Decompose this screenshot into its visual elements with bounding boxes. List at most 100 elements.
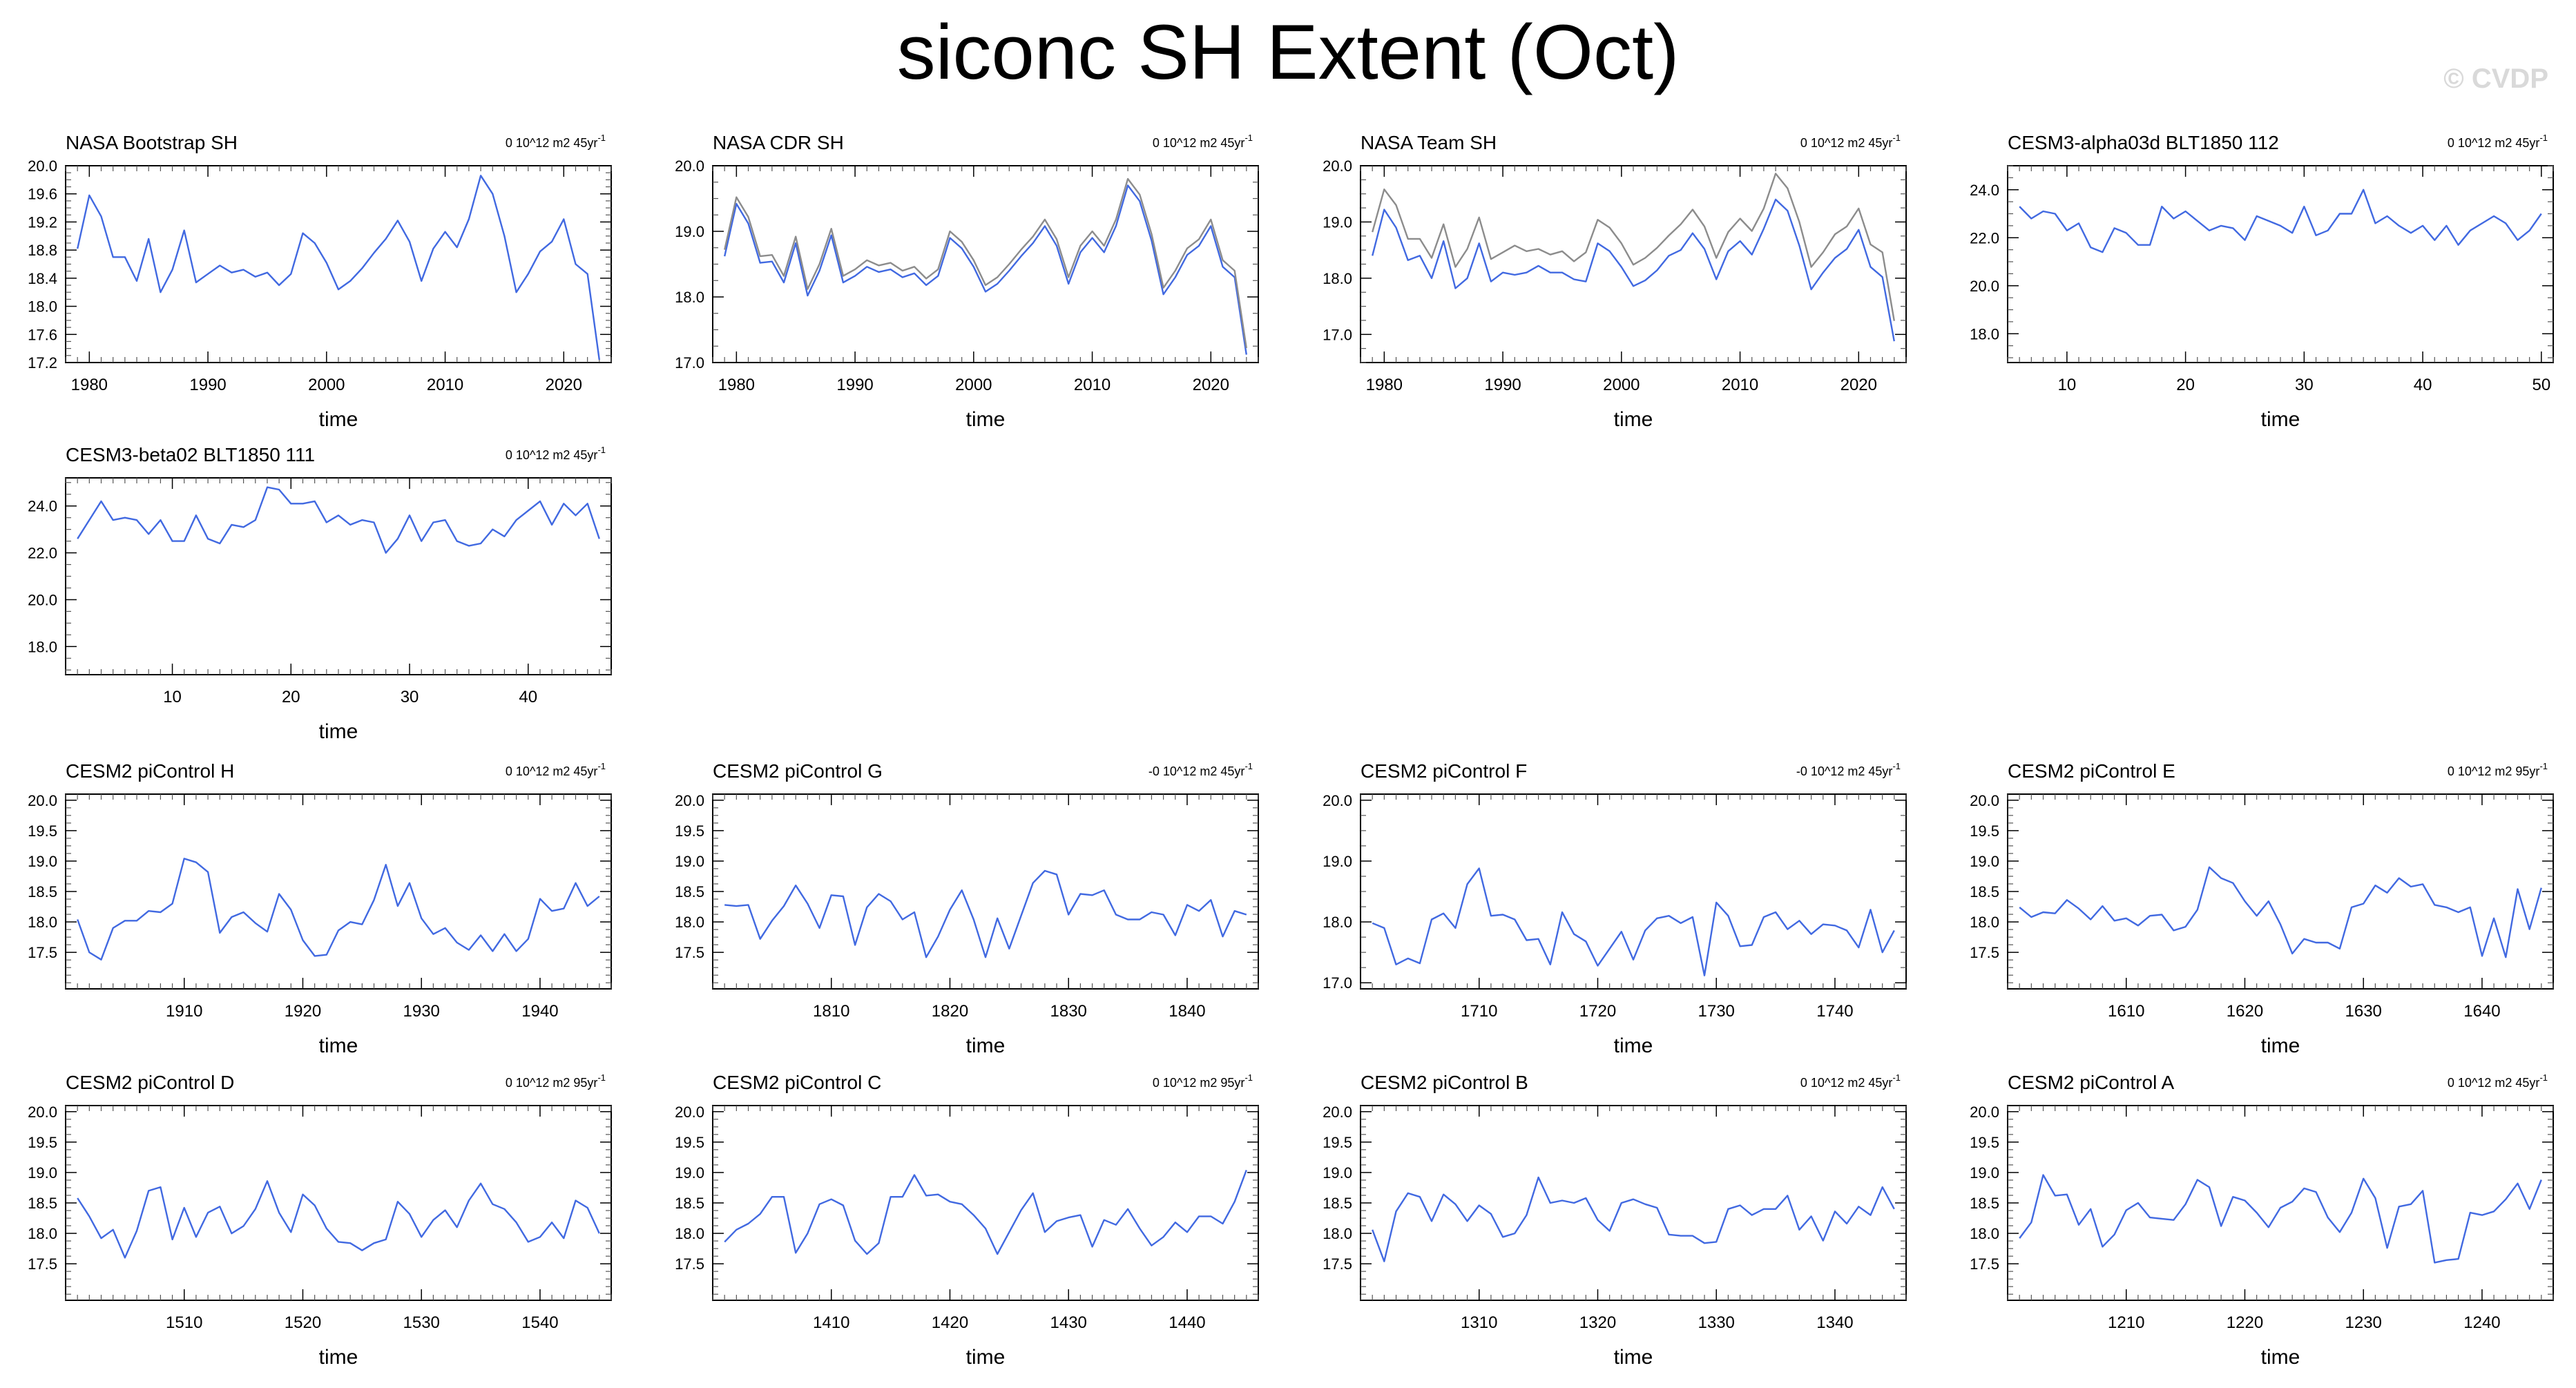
chart-panel: NASA CDR SH 0 10^12 m2 45yr-1 1980 1990 2000… [675,132,1259,431]
chart-panel: CESM2 piControl G -0 10^12 m2 45yr-1 1810 1… [675,760,1259,1057]
chart-panel: CESM2 piControl A 0 10^12 m2 45yr-1 1210 12… [1970,1072,2554,1369]
plot-frame [2007,1105,2554,1301]
x-tick-label: 1990 [189,376,226,394]
chart-panel: CESM3-beta02 BLT1850 111 0 10^12 m2 45yr-… [28,444,612,743]
chart-panel: CESM2 piControl D 0 10^12 m2 95yr-1 1510 15… [28,1072,612,1369]
series-line [1372,1176,1895,1262]
plot-frame [712,1105,1259,1301]
series-line [77,858,600,961]
y-tick-label: 18.0 [1970,914,1999,931]
x-axis-label: time [2261,1346,2300,1369]
y-tick-label: 22.0 [1970,229,1999,247]
annotation-text: 0 10^12 m2 45yr [1153,136,1245,150]
y-tick-label: 18.0 [1323,914,1352,931]
annotation-text: 0 10^12 m2 45yr [506,448,598,462]
y-tick-label: 19.0 [1323,213,1352,231]
panel-annotation: 0 10^12 m2 95yr-1 [2448,761,2548,778]
watermark: © CVDP [2443,64,2548,94]
annotation-superscript: -1 [2539,1072,2548,1083]
plot-frame [712,793,1259,990]
annotation-superscript: -1 [1892,1072,1901,1083]
annotation-text: 0 10^12 m2 95yr [506,1076,598,1090]
panel-title: CESM2 piControl A [2008,1072,2175,1093]
panel-annotation: 0 10^12 m2 45yr-1 [1800,133,1901,150]
y-tick-label: 19.0 [675,223,704,240]
series-line [77,486,600,554]
plot-frame [65,165,612,363]
plot-frame [712,165,1259,363]
x-tick-label: 1810 [813,1002,849,1021]
y-tick-label: 18.0 [1970,1225,1999,1242]
x-axis-label: time [1614,1034,1653,1057]
annotation-text: 0 10^12 m2 45yr [2448,1076,2540,1090]
x-tick-label: 1310 [1461,1313,1497,1332]
y-tick-label: 17.2 [28,354,57,372]
y-tick-label: 18.0 [675,289,704,306]
y-tick-label: 20.0 [1323,792,1352,809]
series-line [1372,173,1895,321]
x-axis-label: time [966,1034,1006,1057]
series-line [2019,1174,2542,1264]
x-tick-label: 1740 [1816,1002,1853,1021]
x-tick-label: 1440 [1169,1313,1205,1332]
x-tick-label: 1410 [813,1313,849,1332]
panel-title: CESM2 piControl H [66,760,234,782]
x-tick-label: 2000 [1603,376,1640,394]
x-tick-label: 1720 [1579,1002,1616,1021]
x-tick-label: 1230 [2345,1313,2382,1332]
annotation-text: 0 10^12 m2 45yr [506,136,598,150]
series-line [1372,198,1895,342]
x-tick-label: 1420 [932,1313,968,1332]
x-axis-label: time [1614,1346,1653,1369]
plot-frame [1360,1105,1907,1301]
y-tick-label: 17.5 [28,944,57,961]
chart-panel: NASA Team SH 0 10^12 m2 45yr-1 1980 1990 200… [1323,132,1907,431]
y-tick-label: 20.0 [1323,1103,1352,1121]
plot-frame [65,477,612,675]
chart-panel: CESM2 piControl C 0 10^12 m2 95yr-1 1410 14… [675,1072,1259,1369]
x-tick-label: 2020 [546,376,582,394]
y-tick-label: 20.0 [675,157,704,175]
x-tick-label: 1240 [2463,1313,2500,1332]
x-tick-label: 1990 [836,376,873,394]
y-tick-label: 18.0 [675,914,704,931]
panel-annotation: -0 10^12 m2 45yr-1 [1796,761,1901,778]
y-tick-label: 19.0 [28,1164,57,1182]
panel-annotation: 0 10^12 m2 45yr-1 [506,761,606,778]
x-tick-label: 1980 [1366,376,1403,394]
panel-title: CESM3-beta02 BLT1850 111 [66,444,315,465]
x-axis-label: time [319,1346,358,1369]
y-tick-label: 18.0 [675,1225,704,1242]
panel-annotation: 0 10^12 m2 45yr-1 [506,445,606,462]
y-tick-label: 20.0 [1970,1103,1999,1121]
annotation-superscript: -1 [1892,133,1901,143]
x-tick-label: 1520 [285,1313,321,1332]
series-line [2019,866,2542,958]
series-line [1372,867,1895,976]
chart-panel: CESM2 piControl E 0 10^12 m2 95yr-1 1610 16… [1970,760,2554,1057]
x-tick-label: 1980 [71,376,108,394]
y-tick-label: 20.0 [28,792,57,809]
x-tick-label: 2020 [1193,376,1229,394]
y-tick-label: 19.5 [28,822,57,840]
x-tick-label: 1220 [2227,1313,2263,1332]
series-line [724,1169,1247,1255]
y-tick-label: 19.0 [1970,853,1999,870]
x-tick-label: 10 [163,688,182,706]
y-tick-label: 17.5 [675,944,704,961]
panel-annotation: 0 10^12 m2 95yr-1 [506,1072,606,1090]
y-tick-label: 18.5 [675,883,704,900]
y-tick-label: 18.5 [28,1195,57,1212]
page-title: siconc SH Extent (Oct) [896,9,1680,95]
x-axis-label: time [2261,408,2300,431]
x-tick-label: 1640 [2463,1002,2500,1021]
y-tick-label: 20.0 [675,792,704,809]
annotation-superscript: -1 [597,133,606,143]
y-tick-label: 18.0 [1323,270,1352,287]
x-axis-label: time [319,720,358,743]
y-tick-label: 20.0 [28,157,57,175]
chart-panel: CESM2 piControl B 0 10^12 m2 45yr-1 1310 13… [1323,1072,1907,1369]
x-tick-label: 1530 [403,1313,440,1332]
y-tick-label: 17.0 [675,354,704,372]
annotation-superscript: -1 [2539,133,2548,143]
